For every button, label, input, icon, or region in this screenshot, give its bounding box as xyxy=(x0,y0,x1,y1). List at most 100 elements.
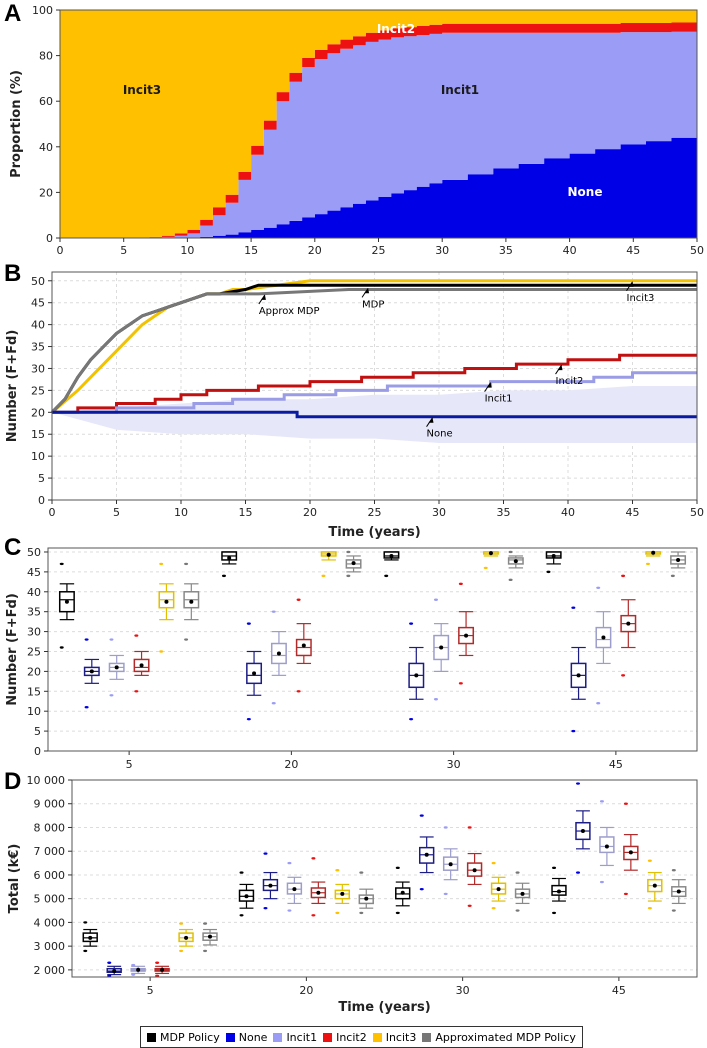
area-label-incit1: Incit1 xyxy=(441,83,479,97)
mean-point-approximated-mdp-policy xyxy=(189,599,194,604)
y-tick-label: 15 xyxy=(31,428,45,441)
outlier-incit2 xyxy=(621,574,626,578)
outlier-none xyxy=(409,622,414,625)
annotation-arrowhead xyxy=(486,382,492,388)
outlier-mdp-policy xyxy=(395,911,400,915)
outlier-none xyxy=(409,717,414,721)
x-tick-label: 15 xyxy=(239,506,253,519)
outlier-incit2 xyxy=(458,682,463,685)
outlier-incit1 xyxy=(443,892,448,896)
y-tick-label: 45 xyxy=(27,566,41,579)
legend-item-incit2: Incit2 xyxy=(323,1031,367,1044)
y-tick-label: 4 000 xyxy=(34,916,66,929)
outlier-none xyxy=(263,906,268,910)
x-tick-label: 15 xyxy=(244,244,258,257)
annotation-incit3: Incit3 xyxy=(627,293,655,304)
outlier-none xyxy=(571,729,576,733)
legend-swatch-approx xyxy=(422,1032,432,1042)
outlier-incit2 xyxy=(458,582,463,586)
legend-label-none: None xyxy=(238,1030,268,1044)
outlier-incit1 xyxy=(131,973,136,976)
y-tick-label: 40 xyxy=(39,141,53,154)
y-axis-label: Number (F+Fd) xyxy=(5,330,20,443)
plot-frame xyxy=(71,779,698,978)
annotation-arrowhead xyxy=(628,281,634,287)
y-tick-label: 10 000 xyxy=(27,774,66,787)
annotation-arrowhead xyxy=(428,417,434,423)
x-tick-label: 50 xyxy=(690,506,704,519)
y-tick-label: 6 000 xyxy=(34,869,66,882)
x-tick-label: 50 xyxy=(690,244,704,257)
outlier-none xyxy=(84,706,89,709)
y-tick-label: 45 xyxy=(31,297,45,310)
mean-point-incit3 xyxy=(496,887,501,892)
legend-label-mdp: MDP Policy xyxy=(160,1030,220,1044)
y-axis-label: Total (k€) xyxy=(7,844,22,914)
mean-point-incit2 xyxy=(301,643,306,648)
outlier-none xyxy=(246,717,251,721)
y-tick-label: 0 xyxy=(46,232,53,245)
mean-point-mdp-policy xyxy=(244,894,249,899)
outlier-incit2 xyxy=(623,892,628,896)
outlier-incit2 xyxy=(134,690,139,693)
outlier-incit1 xyxy=(287,861,292,865)
x-tick-label: 25 xyxy=(372,244,386,257)
outlier-incit2 xyxy=(311,914,316,917)
outlier-approximated-mdp-policy xyxy=(184,562,189,566)
series-line-approx-mdp xyxy=(50,288,697,414)
chart-a-proportion: 0 5 10 15 20 25 30 35 40 45 50 0 20 40 60 80 100 Proporti… xyxy=(9,4,704,257)
y-tick-label: 0 xyxy=(38,494,45,507)
legend-swatch-incit1 xyxy=(273,1032,283,1042)
mean-point-mdp-policy xyxy=(88,935,93,940)
annotation-incit2: Incit2 xyxy=(556,376,584,387)
mean-point-mdp-policy xyxy=(64,599,69,604)
outlier-incit1 xyxy=(287,909,292,912)
mean-point-incit3 xyxy=(184,935,189,940)
y-tick-label: 50 xyxy=(31,275,45,288)
x-tick-label: 25 xyxy=(368,506,382,519)
series-line-incit2 xyxy=(52,353,697,414)
outlier-incit3 xyxy=(335,911,340,915)
legend-swatch-mdp xyxy=(147,1032,156,1042)
outlier-none xyxy=(107,961,112,964)
area-none xyxy=(60,133,697,238)
area-label-incit3: Incit3 xyxy=(123,83,161,97)
mean-point-incit1 xyxy=(601,635,606,640)
mean-point-incit3 xyxy=(326,552,331,557)
y-tick-label: 7 000 xyxy=(34,845,66,858)
mean-point-approximated-mdp-policy xyxy=(676,889,681,894)
mean-point-mdp-policy xyxy=(389,553,394,558)
mean-point-none xyxy=(252,671,257,676)
legend-item-incit3: Incit3 xyxy=(372,1031,416,1044)
annotation-approx-mdp: Approx MDP xyxy=(259,306,320,317)
outlier-incit1 xyxy=(599,880,604,884)
panel-label-a: A xyxy=(4,0,22,27)
x-tick-label: 40 xyxy=(561,506,575,519)
legend-swatch-none xyxy=(225,1032,235,1042)
area-label-incit2: Incit2 xyxy=(377,22,415,36)
outlier-incit2 xyxy=(467,904,472,907)
chart-d-total-box: 5 20 30 45 2 000 3 000 4 000 5 000 6 000 7 000 8 0… xyxy=(7,774,698,1015)
mean-point-incit3 xyxy=(340,891,345,896)
outlier-incit3 xyxy=(321,574,326,578)
y-tick-label: 5 000 xyxy=(34,893,66,906)
y-tick-label: 25 xyxy=(27,645,41,658)
outlier-incit3 xyxy=(179,949,184,953)
outlier-incit1 xyxy=(271,610,276,613)
outlier-incit1 xyxy=(433,698,438,701)
y-tick-label: 3 000 xyxy=(34,940,66,953)
mean-point-mdp-policy xyxy=(227,555,232,560)
legend-swatch-incit3 xyxy=(372,1032,382,1042)
mean-point-none xyxy=(414,673,419,678)
mean-point-incit1 xyxy=(276,651,281,656)
legend-label-approx: Approximated MDP Policy xyxy=(435,1030,576,1044)
outlier-approximated-mdp-policy xyxy=(671,868,676,872)
area-incit1 xyxy=(60,30,697,238)
mean-point-incit1 xyxy=(114,665,119,670)
mean-point-mdp-policy xyxy=(556,889,561,894)
outlier-incit2 xyxy=(296,598,301,601)
y-tick-label: 0 xyxy=(34,745,41,758)
x-tick-label: 30 xyxy=(432,506,446,519)
panel-label-d: D xyxy=(4,768,22,795)
y-tick-label: 100 xyxy=(32,4,53,17)
